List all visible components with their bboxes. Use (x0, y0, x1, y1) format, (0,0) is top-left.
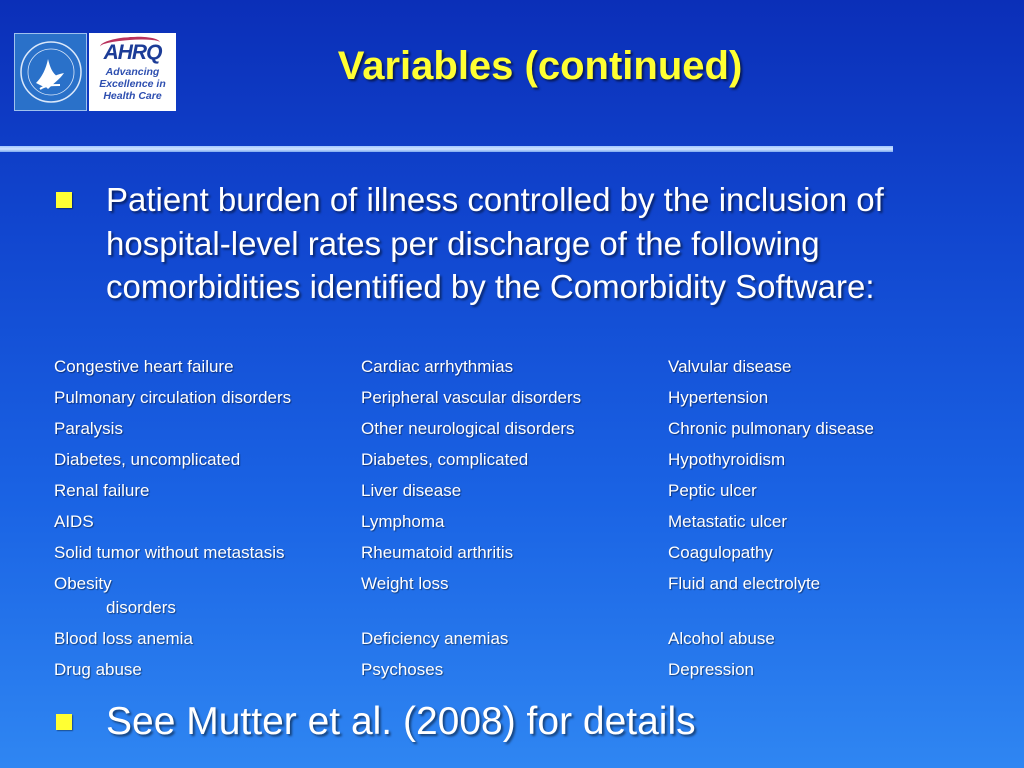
grid-cell: Alcohol abuse (668, 629, 775, 648)
grid-row: AIDS Lymphoma Metastatic ulcer (54, 510, 984, 534)
slide-title: Variables (continued) (337, 44, 743, 88)
grid-cell: Valvular disease (668, 357, 792, 376)
grid-cell: Psychoses (361, 660, 444, 679)
grid-row: Drug abuse Psychoses Depression (54, 658, 984, 682)
grid-cell: Weight loss (361, 574, 449, 593)
grid-cell-text: Obesity (54, 574, 112, 593)
grid-cell: Cardiac arrhythmias (361, 357, 514, 376)
ahrq-logo: AHRQ Advancing Excellence in Health Care (89, 33, 176, 111)
grid-cell: Other neurological disorders (361, 419, 575, 438)
grid-row: Pulmonary circulation disorders Peripher… (54, 386, 984, 410)
ahrq-wordmark: AHRQ (99, 34, 162, 64)
bullet-marker-icon (56, 714, 72, 730)
grid-cell: Congestive heart failure (54, 357, 234, 376)
bullet-marker-icon (56, 192, 72, 208)
grid-cell-continuation: disorders (106, 598, 176, 617)
title-divider (0, 146, 893, 152)
bullet-item: Patient burden of illness controlled by … (56, 178, 936, 309)
grid-cell: Drug abuse (54, 660, 142, 679)
grid-cell: Depression (668, 660, 754, 679)
grid-cell: Renal failure (54, 481, 150, 500)
bullet-text: Patient burden of illness controlled by … (106, 181, 884, 305)
grid-cell: Metastatic ulcer (668, 512, 788, 531)
bullet-item: See Mutter et al. (2008) for details (56, 698, 936, 746)
eagle-icon (19, 41, 82, 103)
grid-row: Renal failure Liver disease Peptic ulcer (54, 479, 984, 503)
grid-row: Solid tumor without metastasis Rheumatoi… (54, 541, 984, 565)
grid-row: Diabetes, uncomplicated Diabetes, compli… (54, 448, 984, 472)
comorbidity-grid: Congestive heart failure Cardiac arrhyth… (54, 355, 984, 682)
ahrq-tagline: Advancing Excellence in Health Care (99, 66, 166, 102)
grid-cell: Diabetes, complicated (361, 450, 529, 469)
grid-cell: Fluid and electrolyte (668, 574, 821, 593)
grid-cell: Lymphoma (361, 512, 445, 531)
grid-row: Blood loss anemia Deficiency anemias Alc… (54, 627, 984, 651)
grid-cell: Hypertension (668, 388, 769, 407)
bullet-text: See Mutter et al. (2008) for details (106, 700, 696, 743)
grid-cell: AIDS (54, 512, 94, 531)
logo-group: AHRQ Advancing Excellence in Health Care (14, 33, 176, 111)
grid-cell: Coagulopathy (668, 543, 773, 562)
hhs-seal-logo (14, 33, 87, 111)
grid-cell: Deficiency anemias (361, 629, 509, 648)
grid-row: Obesity disorders Weight loss Fluid and … (54, 572, 984, 620)
grid-row: Congestive heart failure Cardiac arrhyth… (54, 355, 984, 379)
grid-row: Paralysis Other neurological disorders C… (54, 417, 984, 441)
grid-cell: Blood loss anemia (54, 629, 193, 648)
grid-cell: Liver disease (361, 481, 462, 500)
grid-cell: Rheumatoid arthritis (361, 543, 514, 562)
grid-cell: Diabetes, uncomplicated (54, 450, 241, 469)
grid-cell: Pulmonary circulation disorders (54, 388, 292, 407)
grid-cell: Solid tumor without metastasis (54, 543, 285, 562)
grid-cell: Obesity disorders (54, 572, 361, 620)
grid-cell: Peptic ulcer (668, 481, 757, 500)
grid-cell: Hypothyroidism (668, 450, 786, 469)
grid-cell: Paralysis (54, 419, 123, 438)
grid-cell: Peripheral vascular disorders (361, 388, 582, 407)
grid-cell: Chronic pulmonary disease (668, 419, 874, 438)
